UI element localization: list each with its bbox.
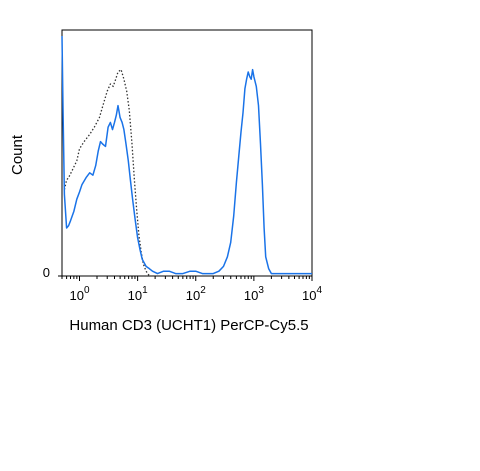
series-line-dotted xyxy=(63,68,151,277)
series-line-solid xyxy=(61,35,312,275)
x-tick-label: 101 xyxy=(128,285,148,303)
x-tick-label: 104 xyxy=(302,285,322,303)
y-tick-label: 0 xyxy=(43,265,50,280)
series-layer xyxy=(61,35,312,277)
plot-area xyxy=(61,29,313,277)
y-axis-label: Count xyxy=(9,134,26,175)
x-tick-label: 100 xyxy=(69,285,89,303)
x-tick-label: 103 xyxy=(244,285,264,303)
x-axis-label: Human CD3 (UCHT1) PerCP-Cy5.5 xyxy=(69,317,308,334)
x-tick-label: 102 xyxy=(186,285,206,303)
plot-frame xyxy=(61,29,313,277)
axis-layer: 100 101 102 103 104 0 xyxy=(43,265,323,303)
